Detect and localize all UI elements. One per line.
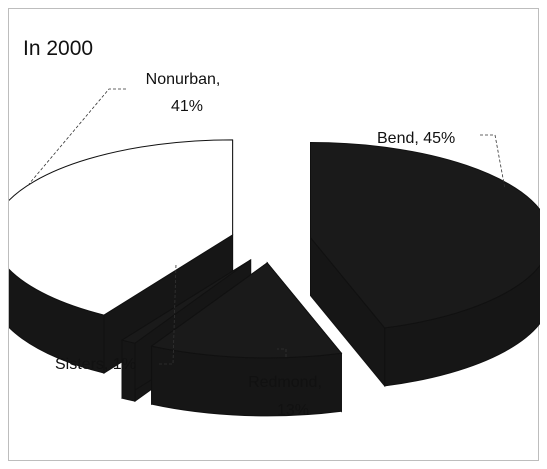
pie-slices [9, 139, 540, 417]
pie-chart: In 2000 Nonurban, 41% Bend, 45% Sisters,… [9, 37, 540, 419]
slice-redmond-top [150, 262, 343, 359]
leader-redmond [277, 348, 287, 357]
label-redmond-name: Redmond, [248, 374, 322, 391]
leader-nonurban [28, 88, 126, 185]
leader-sisters [159, 263, 177, 365]
chart-frame: In 2000 Nonurban, 41% Bend, 45% Sisters,… [8, 8, 540, 461]
slice-redmond [150, 261, 343, 417]
label-bend: Bend, 45% [377, 130, 455, 147]
label-nonurban-name: Nonurban, [146, 71, 221, 88]
label-redmond-pct: 13% [277, 402, 309, 419]
slice-bend-top [310, 142, 540, 329]
slice-bend [310, 142, 540, 388]
leader-bend [480, 134, 506, 190]
label-nonurban-pct: 41% [171, 98, 203, 115]
chart-title: In 2000 [23, 37, 93, 60]
slice-nonurban-top [9, 139, 234, 316]
slice-sisters-top [120, 259, 251, 344]
leader-lines [28, 88, 506, 365]
label-sisters: Sisters, 1% [55, 356, 136, 373]
